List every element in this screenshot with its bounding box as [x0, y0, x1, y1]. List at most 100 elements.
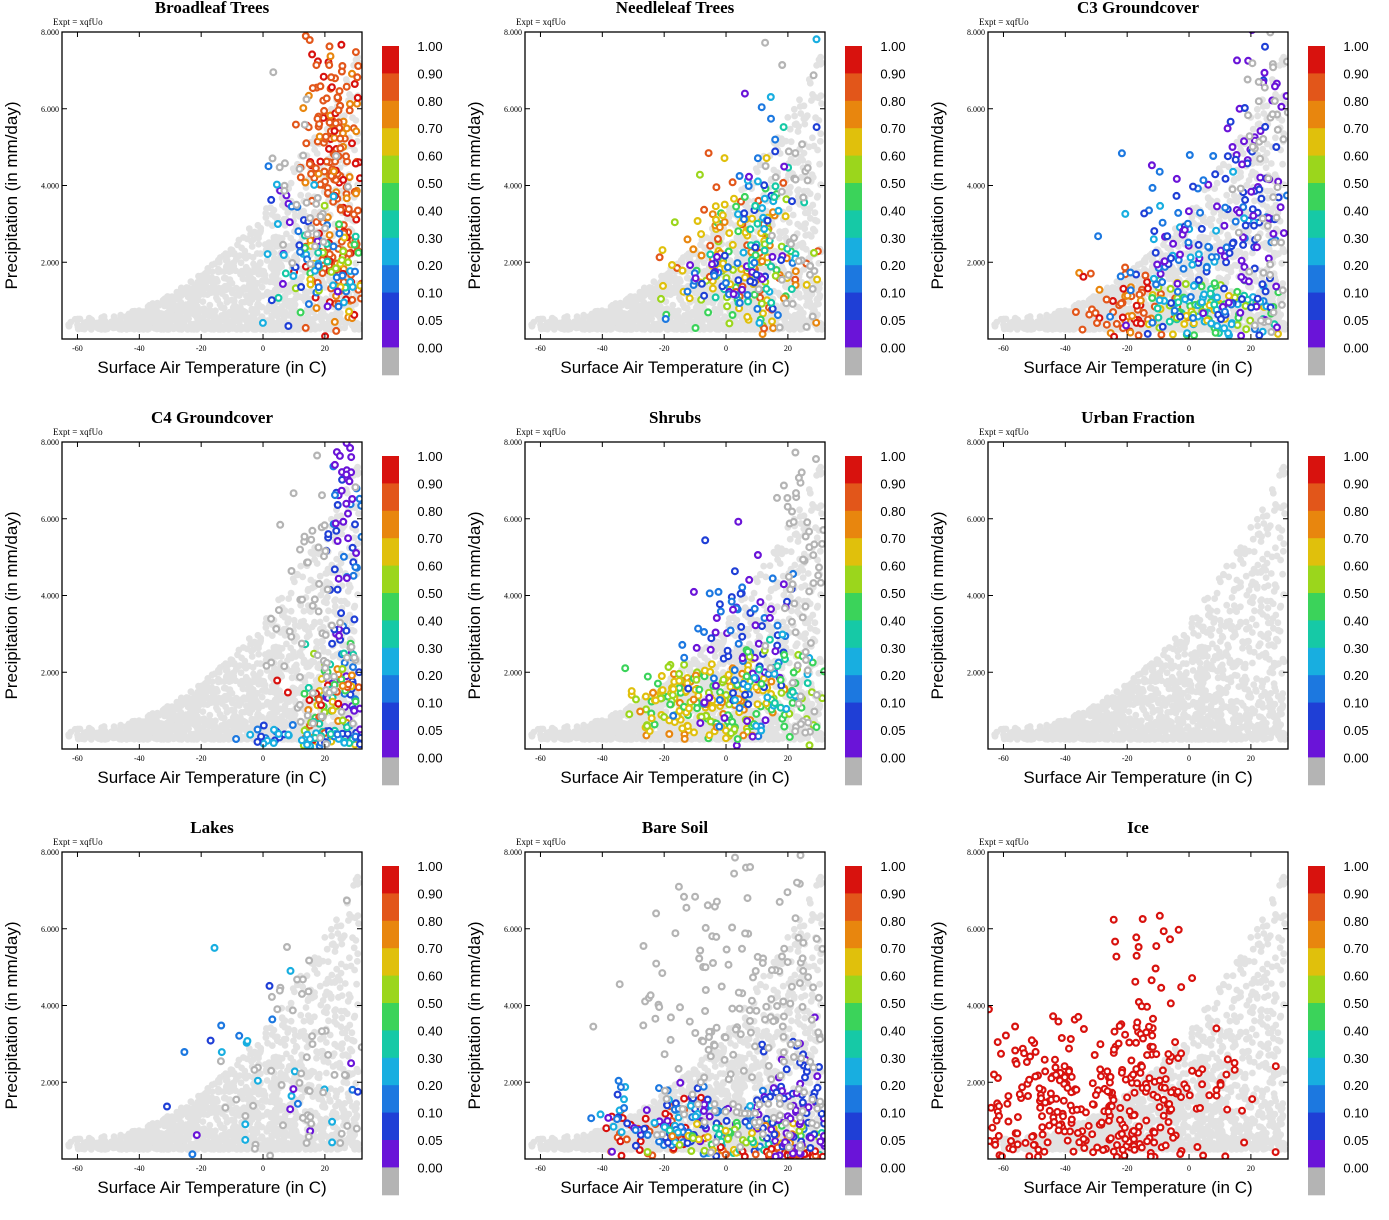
data-point: [720, 212, 726, 218]
data-point: [314, 62, 320, 68]
data-point: [293, 122, 299, 128]
background-point: [129, 325, 136, 332]
background-point: [1264, 150, 1271, 157]
background-point: [119, 323, 126, 330]
data-point: [687, 262, 693, 268]
data-point: [805, 178, 811, 184]
background-point: [676, 295, 683, 302]
background-point: [352, 260, 359, 267]
data-point: [763, 163, 769, 169]
data-point: [695, 218, 701, 224]
data-point: [315, 250, 321, 256]
data-point: [711, 273, 717, 279]
background-point: [200, 298, 207, 305]
background-point: [314, 150, 321, 157]
data-point: [340, 273, 346, 279]
background-point: [806, 144, 813, 151]
background-point: [226, 261, 233, 268]
data-point: [270, 156, 276, 162]
data-point: [327, 232, 333, 238]
data-point: [780, 180, 786, 186]
data-point: [748, 226, 754, 232]
colorbar-label: 0.30: [880, 231, 905, 246]
background-point: [194, 326, 201, 333]
background-point: [202, 282, 209, 289]
background-point: [1024, 314, 1031, 321]
background-point: [1242, 251, 1249, 258]
background-point: [1272, 134, 1279, 141]
data-point: [739, 287, 745, 293]
data-point: [318, 214, 324, 220]
data-point: [799, 141, 805, 147]
colorbar-swatch: [382, 347, 399, 375]
data-point: [353, 234, 359, 240]
background-point: [224, 318, 231, 325]
background-point: [241, 253, 248, 260]
background-point: [278, 263, 285, 270]
background-point: [660, 289, 667, 296]
data-point: [347, 279, 353, 285]
background-point: [1065, 310, 1072, 317]
data-point: [328, 74, 334, 80]
background-point: [177, 305, 184, 312]
data-point: [326, 146, 332, 152]
background-point: [792, 121, 799, 128]
data-point: [346, 206, 352, 212]
background-point: [815, 260, 822, 267]
data-point: [777, 325, 783, 331]
background-point: [1232, 197, 1239, 204]
background-point: [124, 315, 131, 322]
background-point: [74, 321, 81, 328]
background-point: [594, 308, 601, 315]
x-tick-label: -60: [535, 344, 546, 353]
background-point: [814, 194, 821, 201]
background-point: [215, 326, 222, 333]
background-point: [802, 220, 809, 227]
colorbar-label: 0.80: [880, 94, 905, 109]
data-point: [358, 296, 364, 302]
background-point: [1214, 180, 1221, 187]
plot-area: [991, 26, 1290, 339]
background-point: [801, 102, 808, 109]
colorbar-swatch: [845, 265, 862, 293]
background-point: [817, 138, 824, 145]
data-point: [314, 219, 320, 225]
data-point: [314, 231, 320, 237]
background-point: [657, 326, 664, 333]
data-point: [759, 258, 765, 264]
data-point: [336, 304, 342, 310]
y-tick-label: 4.000: [41, 182, 59, 191]
data-point: [742, 91, 748, 97]
background-point: [687, 318, 694, 325]
background-point: [1209, 216, 1216, 223]
data-point: [274, 182, 280, 188]
data-point: [330, 283, 336, 289]
background-point: [247, 268, 254, 275]
data-point: [737, 300, 743, 306]
background-point: [271, 207, 278, 214]
background-point: [212, 260, 219, 267]
data-point: [768, 300, 774, 306]
x-tick-label: 20: [321, 344, 329, 353]
background-point: [1043, 312, 1050, 319]
data-point: [327, 44, 333, 50]
background-point: [173, 296, 180, 303]
data-point: [260, 320, 266, 326]
background-point: [805, 210, 812, 217]
background-point: [587, 315, 594, 322]
data-point: [298, 310, 304, 316]
data-point: [722, 202, 728, 208]
background-point: [817, 54, 824, 61]
data-point: [296, 228, 302, 234]
data-point: [709, 261, 715, 267]
background-point: [197, 278, 204, 285]
data-point: [308, 225, 314, 231]
data-point: [693, 325, 699, 331]
data-point: [723, 280, 729, 286]
background-point: [787, 184, 794, 191]
data-point: [298, 175, 304, 181]
data-point: [291, 273, 297, 279]
data-point: [307, 161, 313, 167]
background-point: [1003, 316, 1010, 323]
data-point: [328, 53, 334, 59]
